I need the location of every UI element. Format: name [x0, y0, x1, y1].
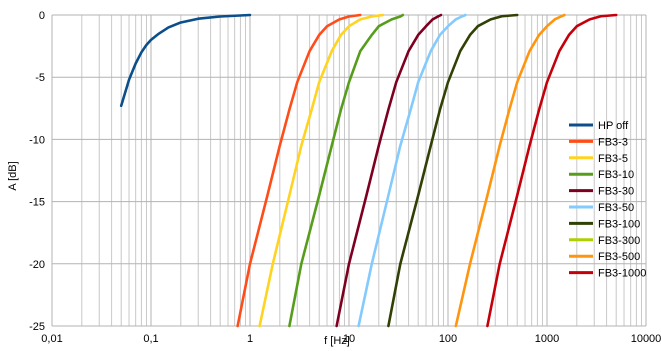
x-tick-label: 0,1 — [143, 333, 158, 345]
legend-entry-label: FB3-30 — [598, 186, 634, 198]
y-tick-label: -5 — [35, 72, 45, 84]
legend-entry-label: FB3-3 — [598, 136, 628, 148]
y-axis-label: A [dB] — [7, 161, 19, 190]
chart-legend: HP off FB3-3 FB3-5 FB3-10 FB3-30 FB3-50 FB3-10… — [569, 120, 646, 280]
y-tick-label: -15 — [29, 197, 45, 209]
series-line-fb3-500 — [456, 15, 565, 326]
legend-entry-label: FB3-10 — [598, 169, 634, 181]
y-tick-label: -20 — [29, 259, 45, 271]
series-line-hp-off — [121, 15, 250, 106]
x-tick-label: 1000 — [535, 333, 559, 345]
x-tick-label: 1 — [247, 333, 253, 345]
y-tick-label: 0 — [39, 10, 45, 22]
y-tick-label: -10 — [29, 134, 45, 146]
legend-entry-label: FB3-500 — [598, 251, 640, 263]
series-line-fb3-1000 — [487, 15, 616, 326]
x-tick-label: 100 — [439, 333, 457, 345]
legend-entry-label: FB3-5 — [598, 153, 628, 165]
legend-entry-label: FB3-300 — [598, 235, 640, 247]
legend-entry-label: HP off — [598, 120, 629, 132]
legend-entry-label: FB3-50 — [598, 202, 634, 214]
y-tick-label: -25 — [29, 321, 45, 333]
x-tick-label: 0,01 — [41, 333, 62, 345]
series-line-fb3-5 — [260, 15, 383, 326]
series-line-fb3-50 — [359, 15, 466, 326]
legend-entry-label: FB3-100 — [598, 218, 640, 230]
x-axis-label: f [Hz] — [324, 335, 350, 347]
legend-entry-label: FB3-1000 — [598, 268, 646, 280]
chart-grid — [52, 15, 646, 326]
chart-series — [121, 15, 616, 326]
x-tick-label: 10000 — [631, 333, 661, 345]
